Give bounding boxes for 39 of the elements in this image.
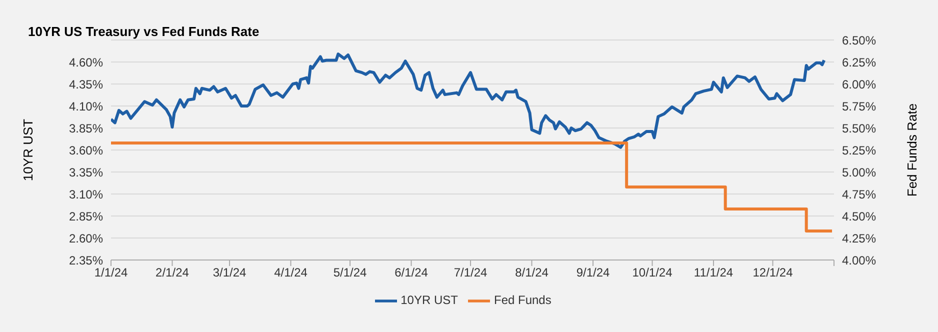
- x-tick-label: 7/1/24: [454, 266, 488, 280]
- y2-tick-label: 6.00%: [842, 77, 876, 92]
- y-tick-label: 4.60%: [68, 55, 104, 70]
- y-tick-label: 2.35%: [68, 253, 104, 268]
- y2-tick-label: 6.25%: [842, 55, 876, 70]
- y-tick-label: 4.35%: [68, 77, 104, 92]
- legend-label: Fed Funds: [494, 293, 552, 308]
- y-tick-label: 3.10%: [68, 187, 104, 202]
- y2-tick-label: 5.25%: [842, 143, 876, 158]
- x-tick-label: 4/1/24: [274, 266, 308, 280]
- y2-tick-label: 5.50%: [842, 121, 876, 136]
- y2-tick-label: 5.75%: [842, 99, 876, 114]
- y-tick-label: 2.60%: [68, 231, 104, 246]
- y2-tick-label: 4.25%: [842, 231, 876, 246]
- x-tick-label: 11/1/24: [694, 266, 734, 280]
- x-tick-label: 1/1/24: [94, 266, 128, 280]
- y-tick-label: 2.85%: [68, 209, 104, 224]
- y2-tick-label: 4.75%: [842, 187, 876, 202]
- y-tick-label: 3.35%: [68, 165, 104, 180]
- x-tick-label: 2/1/24: [156, 266, 190, 280]
- y-tick-label: 3.60%: [68, 143, 104, 158]
- y2-tick-label: 4.00%: [842, 253, 876, 268]
- x-tick-label: 5/1/24: [333, 266, 368, 280]
- x-tick-label: 3/1/24: [212, 266, 247, 280]
- y-axis-title: 10YR UST: [20, 118, 36, 182]
- y-tick-label: 3.85%: [68, 121, 104, 136]
- line-series: [111, 52, 826, 149]
- x-tick-label: 8/1/24: [515, 266, 549, 280]
- y2-tick-label: 6.50%: [842, 33, 876, 48]
- x-tick-label: 9/1/24: [576, 266, 610, 280]
- y2-tick-label: 5.00%: [842, 165, 876, 180]
- x-tick-label: 10/1/24: [632, 266, 673, 280]
- y2-axis-title: Fed Funds Rate: [904, 103, 920, 197]
- x-tick-label: 12/1/24: [752, 266, 794, 280]
- y-tick-label: 4.10%: [68, 99, 104, 114]
- y2-tick-label: 4.50%: [842, 209, 876, 224]
- legend-label: 10YR UST: [400, 293, 458, 308]
- x-tick-label: 6/1/24: [394, 266, 428, 280]
- chart-title: 10YR US Treasury vs Fed Funds Rate: [28, 24, 260, 39]
